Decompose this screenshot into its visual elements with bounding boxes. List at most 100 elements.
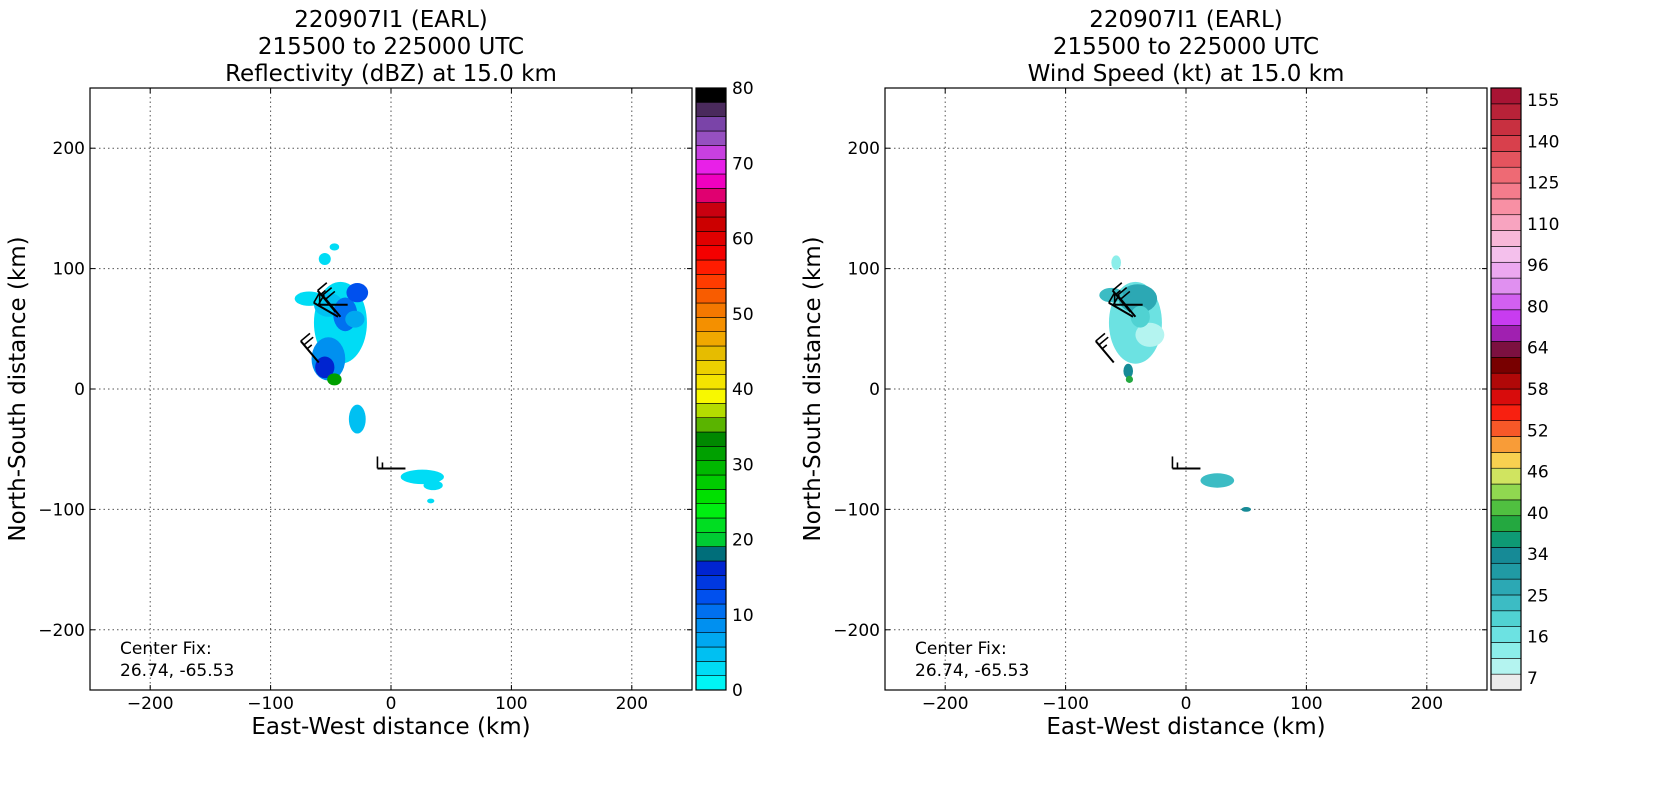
colorbar-segment	[1490, 341, 1522, 358]
colorbar-segment	[695, 145, 727, 160]
chart-panel-1: 220907I1 (EARL)215500 to 225000 UTCRefle…	[5, 7, 754, 740]
colorbar-tick-label: 60	[732, 230, 754, 250]
barb-flag	[325, 290, 336, 300]
chart-title-line-1: 220907I1 (EARL)	[294, 7, 488, 33]
center-fix-annotation-1: Center Fix:	[915, 639, 1007, 659]
colorbar-segment	[1490, 309, 1522, 326]
colorbar-segment	[1490, 610, 1522, 627]
colorbar-segment	[1490, 626, 1522, 643]
wind-barb-5	[1094, 332, 1115, 364]
colorbar-segment	[695, 388, 727, 404]
wind-barb-4	[1108, 291, 1134, 318]
echo-region-6	[1123, 363, 1134, 379]
barb-flag	[313, 291, 321, 304]
colorbar-segment	[695, 460, 727, 476]
y-tick-label: −200	[833, 621, 880, 641]
barb-flag	[1112, 282, 1123, 292]
echo-region-8	[327, 373, 342, 386]
colorbar-tick-label: 125	[1527, 174, 1559, 194]
colorbar: 7 16 25 34 40 46 52 58 64 80 96 110 125 140 155	[1490, 87, 1559, 691]
barb-flag	[1098, 336, 1109, 346]
colorbar-segment	[1490, 119, 1522, 136]
barb-flag	[317, 294, 325, 306]
colorbar-segment	[1490, 277, 1522, 295]
x-tick-label: −100	[247, 694, 294, 714]
x-tick-label: 200	[1411, 694, 1443, 714]
colorbar-segment	[1490, 372, 1522, 390]
colorbar-segment	[1490, 452, 1522, 469]
y-tick-label: 0	[869, 380, 880, 400]
colorbar-segment	[695, 374, 727, 390]
echo-region-14	[423, 480, 443, 491]
echo-region-5	[345, 310, 365, 328]
colorbar-segment	[695, 446, 727, 461]
colorbar-tick-label: 80	[1527, 297, 1549, 317]
colorbar-tick-label: 20	[732, 531, 754, 551]
barb-flag	[303, 336, 314, 346]
x-tick-label: 0	[1181, 694, 1192, 714]
colorbar-segment	[695, 87, 727, 103]
colorbar-segment	[1490, 420, 1522, 437]
colorbar-segment	[695, 188, 727, 203]
barb-staff	[313, 301, 339, 318]
colorbar-segment	[1490, 357, 1522, 374]
colorbar-tick-label: 0	[732, 681, 743, 701]
colorbar-segment	[695, 431, 727, 447]
barb-half-flag	[320, 289, 326, 295]
colorbar-frame	[1490, 87, 1522, 691]
colorbar-segment	[1490, 436, 1522, 453]
chart-title-line-2: 215500 to 225000 UTC	[1053, 34, 1319, 60]
colorbar-segment	[695, 489, 727, 504]
y-tick-label: −100	[833, 500, 880, 520]
colorbar-segment	[1490, 87, 1522, 105]
barb-half-flag	[1101, 344, 1108, 350]
barb-flag	[321, 286, 333, 296]
colorbar-segment	[1490, 151, 1522, 168]
echo-region-4	[1135, 322, 1165, 347]
colorbar-segment	[695, 317, 727, 332]
x-tick-label: −200	[127, 694, 174, 714]
colorbar-segment	[695, 661, 727, 676]
colorbar-segment	[1490, 261, 1522, 279]
echo-region-10	[1241, 506, 1252, 512]
colorbar-segment	[695, 231, 727, 246]
colorbar-segment	[1490, 562, 1522, 580]
echo-region-12	[348, 404, 366, 434]
colorbar-segment	[1490, 483, 1522, 501]
colorbar-tick-label: 70	[732, 154, 754, 174]
chart-panel-2: 220907I1 (EARL)215500 to 225000 UTCWind …	[800, 7, 1559, 740]
colorbar-segment	[1490, 531, 1522, 548]
wind-barb-5	[299, 332, 320, 364]
colorbar-segment	[695, 288, 727, 304]
chart-title-line-3: Wind Speed (kt) at 15.0 km	[1028, 61, 1345, 87]
y-tick-label: −100	[38, 500, 85, 520]
y-tick-label: 100	[53, 260, 85, 280]
colorbar-tick-label: 34	[1527, 545, 1549, 565]
colorbar-segment	[1490, 515, 1522, 532]
colorbar-tick-label: 40	[732, 380, 754, 400]
y-tick-label: 100	[848, 260, 880, 280]
colorbar-segment	[695, 618, 727, 633]
colorbar-frame	[695, 87, 727, 691]
colorbar-segment	[1490, 325, 1522, 342]
wind-barb-6	[376, 456, 406, 470]
y-tick-label: 0	[74, 380, 85, 400]
colorbar-segment	[1490, 578, 1522, 596]
colorbar-segment	[695, 202, 727, 218]
barb-flag	[1120, 290, 1131, 300]
colorbar-segment	[1490, 658, 1522, 675]
colorbar-tick-label: 30	[732, 455, 754, 475]
colorbar-segment	[695, 474, 727, 490]
colorbar-segment	[1490, 103, 1522, 120]
colorbar-tick-label: 10	[732, 606, 754, 626]
colorbar-segment	[1490, 135, 1522, 152]
colorbar-segment	[1490, 166, 1522, 184]
echo-region-8	[1111, 255, 1121, 270]
colorbar-segment	[695, 245, 727, 261]
chart-title-line-2: 215500 to 225000 UTC	[258, 34, 524, 60]
colorbar-segment	[1490, 230, 1522, 247]
colorbar-segment	[1490, 293, 1522, 311]
barb-flag	[300, 332, 311, 342]
colorbar-segment	[695, 102, 727, 117]
colorbar-segment	[695, 589, 727, 605]
